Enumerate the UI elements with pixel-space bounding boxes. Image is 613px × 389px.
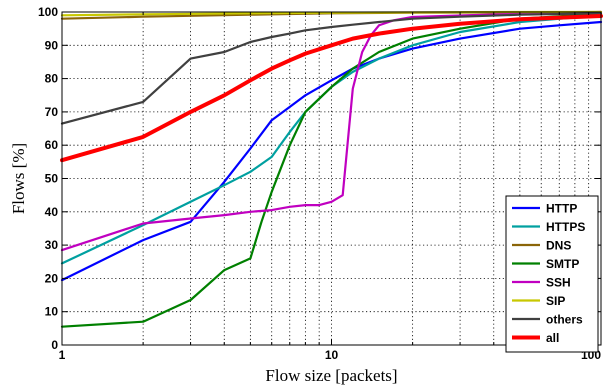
legend-label-ssh: SSH <box>546 276 571 290</box>
legend-label-all: all <box>546 331 559 345</box>
x-axis-title: Flow size [packets] <box>265 366 397 385</box>
y-tick-label: 10 <box>45 305 59 319</box>
legend-label-http: HTTP <box>546 202 577 216</box>
series-line-others <box>60 12 603 125</box>
x-tick-label: 1 <box>59 348 66 362</box>
y-tick-label: 90 <box>45 38 59 52</box>
y-tick-label: 100 <box>38 5 58 19</box>
y-tick-label: 40 <box>45 205 59 219</box>
y-tick-label: 70 <box>45 105 59 119</box>
series-line-all <box>60 14 603 163</box>
legend-box <box>505 195 599 353</box>
legend-label-smtp: SMTP <box>546 257 579 271</box>
y-tick-label: 20 <box>45 271 59 285</box>
series-line-http <box>60 20 603 282</box>
legend-label-dns: DNS <box>546 239 571 253</box>
legend-label-sip: SIP <box>546 294 565 308</box>
legend: HTTP HTTPS DNS SMTP SSH SIP others all <box>505 195 599 353</box>
y-tick-label: 0 <box>51 338 58 352</box>
y-tick-label: 30 <box>45 238 59 252</box>
legend-label-https: HTTPS <box>546 220 585 234</box>
series-line-smtp <box>60 12 603 328</box>
y-axis-title: Flows [%] <box>9 143 28 214</box>
x-tick-label: 10 <box>325 348 339 362</box>
legend-label-others: others <box>546 313 583 327</box>
y-tick-label: 50 <box>45 172 59 186</box>
y-tick-label: 80 <box>45 72 59 86</box>
y-tick-label: 60 <box>45 138 59 152</box>
